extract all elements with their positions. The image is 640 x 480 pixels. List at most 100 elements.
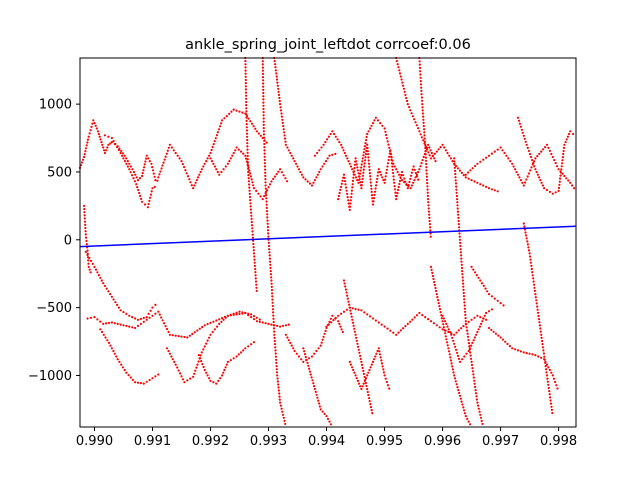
scatter-point xyxy=(265,200,268,203)
scatter-point xyxy=(278,96,281,100)
scatter-point xyxy=(452,371,455,374)
scatter-point xyxy=(210,148,213,152)
scatter-point xyxy=(355,336,358,339)
scatter-point xyxy=(249,120,252,123)
scatter-point xyxy=(363,311,366,314)
scatter-point xyxy=(250,343,253,346)
scatter-point xyxy=(85,236,88,239)
scatter-point xyxy=(192,375,195,378)
scatter-point xyxy=(167,146,170,149)
scatter-point xyxy=(102,146,105,149)
scatter-point xyxy=(400,78,403,81)
scatter-point xyxy=(107,341,111,344)
scatter-point xyxy=(366,390,369,394)
x-tick-label: 0.991 xyxy=(134,434,171,449)
scatter-point xyxy=(366,387,369,391)
scatter-point xyxy=(164,155,167,158)
scatter-point xyxy=(281,118,284,121)
scatter-point xyxy=(247,345,250,348)
scatter-point xyxy=(345,189,348,192)
scatter-point xyxy=(379,122,382,125)
scatter-point xyxy=(405,96,408,100)
scatter-point xyxy=(262,91,265,95)
scatter-point xyxy=(434,160,437,163)
scatter-point xyxy=(469,169,472,172)
scatter-point xyxy=(319,344,322,347)
scatter-point xyxy=(525,237,528,240)
scatter-point xyxy=(112,139,115,143)
scatter-point xyxy=(278,395,281,398)
scatter-point xyxy=(171,358,174,361)
scatter-point xyxy=(384,377,387,380)
scatter-point xyxy=(202,165,205,168)
scatter-point xyxy=(228,160,231,163)
scatter-point xyxy=(148,199,151,202)
scatter-point xyxy=(451,336,454,339)
scatter-point xyxy=(428,146,431,149)
scatter-point xyxy=(158,313,161,316)
scatter-point xyxy=(364,156,367,159)
scatter-point xyxy=(470,363,474,367)
scatter-point xyxy=(396,192,399,195)
scatter-point xyxy=(453,157,456,160)
scatter-point xyxy=(302,347,305,350)
scatter-point xyxy=(375,184,378,187)
scatter-point xyxy=(318,149,321,152)
scatter-point xyxy=(571,184,574,187)
scatter-point xyxy=(433,280,436,284)
scatter-point xyxy=(419,73,422,76)
scatter-point xyxy=(429,235,432,238)
scatter-point xyxy=(244,75,247,78)
scatter-point xyxy=(183,381,186,384)
scatter-point xyxy=(537,314,540,318)
scatter-point xyxy=(142,382,145,385)
scatter-point xyxy=(217,379,220,382)
scatter-point xyxy=(454,182,458,185)
scatter-point xyxy=(279,103,282,106)
scatter-point xyxy=(537,311,540,314)
scatter-point xyxy=(91,122,94,125)
scatter-point xyxy=(157,176,160,179)
scatter-point xyxy=(84,150,87,153)
scatter-point xyxy=(567,179,570,182)
scatter-point xyxy=(238,110,241,113)
scatter-point xyxy=(331,314,334,317)
scatter-point xyxy=(311,379,314,382)
scatter-point xyxy=(265,141,268,144)
scatter-point xyxy=(146,206,149,209)
scatter-point xyxy=(208,377,211,380)
scatter-point xyxy=(471,167,474,170)
scatter-point xyxy=(395,333,398,336)
scatter-point xyxy=(427,143,430,146)
scatter-point xyxy=(429,157,433,160)
scatter-point xyxy=(241,311,244,314)
scatter-point xyxy=(274,346,277,349)
scatter-point xyxy=(145,157,148,160)
scatter-point xyxy=(378,350,381,353)
scatter-point xyxy=(203,324,206,327)
scatter-point xyxy=(206,374,209,377)
scatter-point xyxy=(349,202,352,205)
scatter-point xyxy=(426,182,429,185)
scatter-point xyxy=(425,166,428,169)
scatter-point xyxy=(242,152,245,155)
scatter-point xyxy=(181,378,185,381)
scatter-point xyxy=(395,198,398,201)
scatter-point xyxy=(426,148,429,151)
scatter-point xyxy=(257,192,260,195)
scatter-point xyxy=(244,63,247,66)
scatter-point xyxy=(423,134,426,137)
scatter-point xyxy=(547,383,550,386)
scatter-point xyxy=(268,251,271,254)
scatter-point xyxy=(419,83,423,86)
scatter-point xyxy=(328,154,331,157)
scatter-point xyxy=(209,157,212,160)
scatter-point xyxy=(279,325,282,328)
scatter-point xyxy=(125,312,128,315)
scatter-point xyxy=(208,336,211,339)
scatter-point xyxy=(261,72,265,75)
scatter-point xyxy=(459,248,462,251)
scatter-point xyxy=(508,345,511,348)
scatter-point xyxy=(114,142,117,146)
scatter-point xyxy=(456,204,459,207)
